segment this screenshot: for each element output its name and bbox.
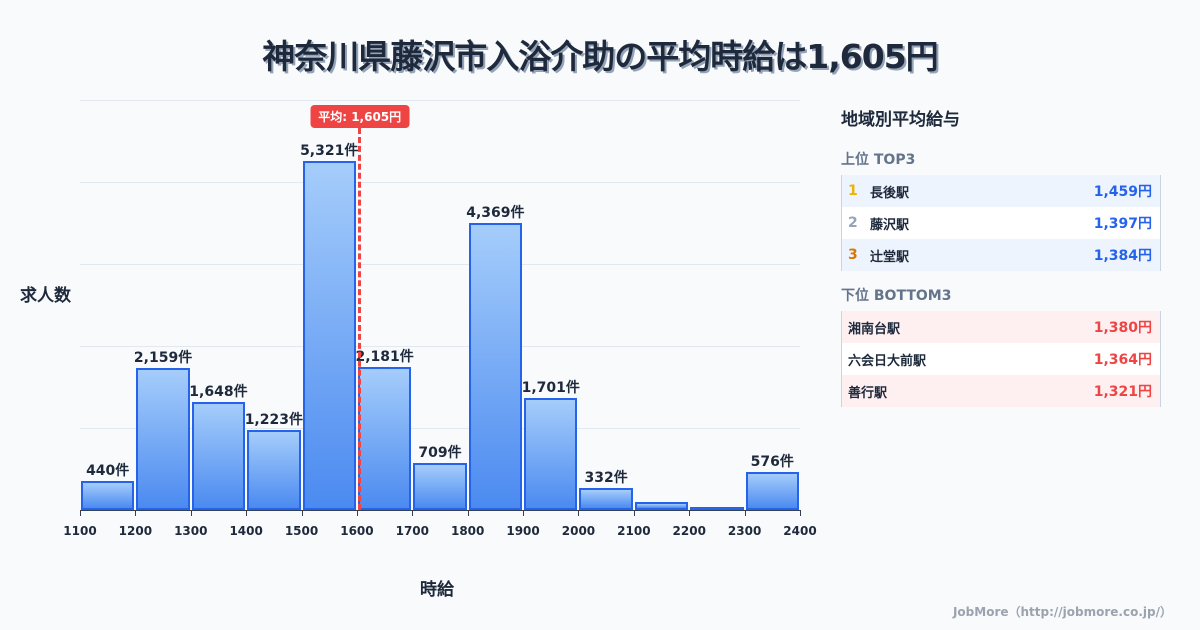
top-row: 1 長後駅 1,459円	[842, 175, 1160, 207]
top-row: 2 藤沢駅 1,397円	[842, 207, 1160, 239]
x-tick	[633, 510, 635, 516]
x-tick-label: 2200	[672, 524, 706, 538]
x-tick	[689, 510, 691, 516]
station-wage: 1,321円	[1093, 384, 1152, 400]
bottom-row: 善行駅 1,321円	[842, 375, 1160, 407]
x-tick	[412, 510, 414, 516]
histogram-bar	[524, 398, 578, 510]
station-name: 湘南台駅	[848, 321, 901, 337]
x-tick	[523, 510, 525, 516]
x-tick-label: 2300	[727, 524, 762, 538]
average-badge: 平均: 1,605円	[310, 105, 410, 128]
footer-credit: JobMore（http://jobmore.co.jp/）	[952, 605, 1172, 619]
station-wage: 1,397円	[1093, 216, 1152, 232]
station-wage: 1,364円	[1093, 352, 1152, 368]
x-tick	[578, 510, 580, 516]
top3-table: 1 長後駅 1,459円 2 藤沢駅 1,397円 3 辻堂駅 1,384円	[841, 175, 1161, 271]
station-wage: 1,384円	[1093, 248, 1152, 264]
bar-value-label: 2,181件	[355, 348, 414, 365]
histogram-bar	[81, 481, 135, 510]
histogram-chart: 440件 2,159件 1,648件 1,223件 5,321件 2,181件 709件 4,…	[20, 100, 817, 600]
x-tick	[80, 510, 81, 516]
gridline	[80, 428, 800, 429]
x-tick	[246, 510, 248, 516]
station-wage: 1,380円	[1093, 320, 1152, 336]
gridline	[80, 264, 800, 265]
x-tick-label: 2000	[561, 524, 596, 538]
histogram-bar	[136, 368, 190, 510]
bar-value-label: 5,321件	[300, 142, 359, 159]
x-tick	[135, 510, 137, 516]
x-tick	[301, 510, 303, 516]
x-tick	[190, 510, 192, 516]
x-tick	[356, 510, 358, 516]
x-tick	[467, 510, 469, 516]
bar-value-label: 576件	[750, 454, 794, 471]
x-tick-label: 2400	[783, 524, 817, 538]
station-name: 藤沢駅	[870, 217, 910, 233]
station-name: 六会日大前駅	[848, 353, 927, 369]
histogram-bar	[745, 472, 799, 510]
average-line	[358, 128, 362, 510]
page-title: 神奈川県藤沢市入浴介助の平均時給は1,605円	[262, 37, 938, 76]
bottom3-table: 湘南台駅 1,380円 六会日大前駅 1,364円 善行駅 1,321円	[841, 311, 1161, 407]
x-tick-label: 1500	[284, 524, 319, 538]
bar-value-label: 2,159件	[133, 350, 193, 367]
bar-value-label: 709件	[418, 445, 462, 462]
station-wage: 1,459円	[1093, 184, 1152, 200]
station-name: 辻堂駅	[870, 249, 910, 265]
rank-number: 3	[848, 247, 858, 263]
x-tick-label: 2100	[617, 524, 651, 538]
x-axis-label: 時給	[420, 580, 454, 600]
gridline	[80, 346, 800, 347]
bottom-row: 湘南台駅 1,380円	[842, 311, 1160, 343]
top-row: 3 辻堂駅 1,384円	[842, 239, 1160, 271]
histogram-bar	[468, 223, 523, 510]
histogram-bar	[247, 429, 301, 510]
x-tick	[744, 510, 746, 516]
histogram-bar	[413, 463, 467, 510]
bar-value-label: 440件	[86, 463, 130, 480]
histogram-bar	[191, 401, 246, 510]
bar-value-label: 1,223件	[244, 411, 303, 428]
histogram-bar	[357, 366, 412, 510]
bar-value-label: 1,648件	[189, 383, 248, 400]
y-axis-label: 求人数	[20, 286, 71, 306]
histogram-bar	[579, 488, 633, 510]
gridline	[80, 100, 800, 101]
bar-value-label: 1,701件	[521, 380, 580, 397]
x-tick-label: 1900	[506, 524, 540, 538]
histogram-bar	[302, 160, 356, 510]
rank-number: 1	[848, 183, 858, 199]
x-tick	[800, 510, 801, 516]
x-tick-label: 1400	[229, 524, 263, 538]
x-axis-line	[80, 510, 800, 511]
rank-number: 2	[848, 215, 858, 231]
histogram-bar	[634, 502, 689, 510]
x-tick-label: 1600	[340, 524, 374, 538]
x-tick-label: 1700	[395, 524, 429, 538]
bottom3-label: 下位 BOTTOM3	[841, 288, 952, 304]
panel-title: 地域別平均給与	[841, 110, 960, 130]
top3-label: 上位 TOP3	[841, 152, 916, 168]
station-name: 長後駅	[870, 185, 910, 201]
regional-salary-panel: 地域別平均給与 上位 TOP3 1 長後駅 1,459円 2 藤沢駅 1,397…	[841, 100, 1161, 407]
bar-value-label: 332件	[584, 470, 628, 487]
x-tick-label: 1800	[450, 524, 485, 538]
gridline	[80, 182, 800, 183]
station-name: 善行駅	[848, 385, 888, 401]
x-tick-label: 1200	[118, 524, 153, 538]
bar-value-label: 4,369件	[466, 205, 525, 222]
x-tick-label: 1300	[174, 524, 208, 538]
bottom-row: 六会日大前駅 1,364円	[842, 343, 1160, 375]
x-tick-label: 1100	[63, 524, 97, 538]
